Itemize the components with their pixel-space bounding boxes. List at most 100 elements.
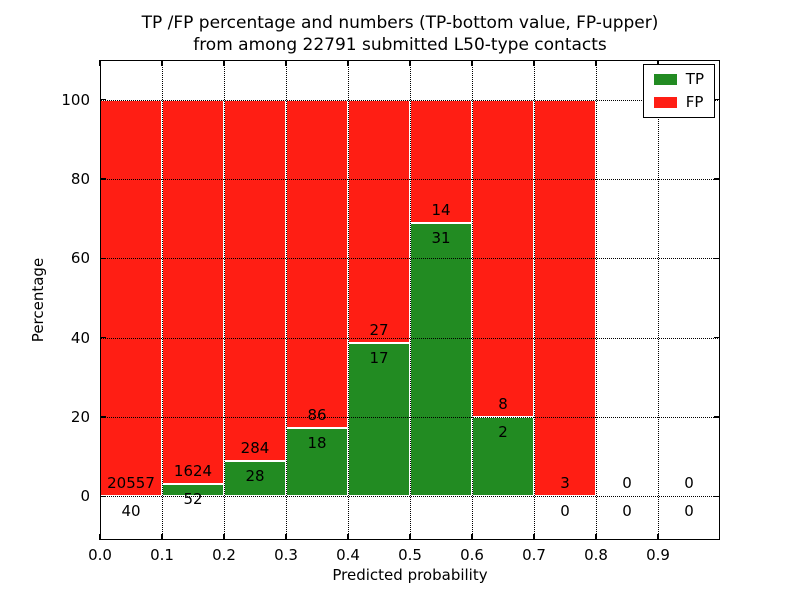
h-gridline [100,179,720,180]
y-tick-label: 0 [80,487,90,506]
x-tick-mark [223,60,225,66]
legend-item: TP [653,70,704,88]
y-tick-label: 60 [70,249,90,268]
tp-count-label: 28 [245,466,265,485]
x-tick-mark [595,60,597,66]
fp-count-label: 1624 [173,462,213,481]
v-gridline [472,60,473,540]
chart-title-line2: from among 22791 submitted L50-type cont… [193,35,607,55]
x-tick-label: 0.3 [274,546,298,564]
y-tick-mark [714,416,720,418]
x-tick-label: 0.2 [212,546,236,564]
legend-label: TP [685,70,704,88]
x-tick-mark [99,60,101,66]
y-tick-label: 100 [61,90,90,109]
y-tick-mark [100,416,106,418]
y-tick-mark [714,178,720,180]
v-gridline [596,60,597,540]
y-tick-label: 40 [70,328,90,347]
x-tick-mark [285,60,287,66]
x-tick-label: 0.5 [398,546,422,564]
x-tick-mark [533,60,535,66]
x-tick-label: 0.0 [88,546,112,564]
tp-count-label: 2 [498,423,508,442]
x-tick-mark [99,534,101,540]
x-tick-label: 0.7 [522,546,546,564]
x-tick-mark [471,534,473,540]
fp-bar-segment [534,99,596,497]
x-tick-mark [657,60,659,66]
fp-count-label: 3 [560,474,570,493]
x-tick-mark [161,534,163,540]
plot-area: 20557 40 1624 52 284 28 86 18 27 17 14 31 8 2 3 0 0 0 0 0 T… [99,60,720,540]
tp-count-label: 0 [560,502,570,521]
y-tick-mark [714,336,720,339]
fp-bar-segment [224,99,286,461]
fp-bar-segment [162,99,224,485]
legend: TP FP [642,64,715,118]
x-tick-mark [533,534,535,540]
x-tick-mark [409,534,411,540]
v-gridline [410,60,411,540]
x-tick-mark [161,60,163,66]
v-gridline [658,60,659,540]
x-tick-mark [409,60,411,66]
y-tick-mark [100,98,106,101]
chart-title: TP /FP percentage and numbers (TP-bottom… [0,12,800,56]
tp-bar-segment [224,460,286,497]
y-tick-mark [100,336,106,339]
y-tick-mark [100,495,106,498]
v-gridline [286,60,287,540]
tp-count-label: 0 [684,502,694,521]
h-gridline [100,496,720,498]
fp-count-label: 0 [684,474,694,493]
legend-label: FP [685,93,704,111]
tp-legend-swatch [653,74,677,85]
x-tick-label: 0.8 [584,546,608,564]
fp-count-label: 86 [307,405,327,424]
x-tick-mark [347,534,349,540]
y-tick-mark [100,178,106,180]
fp-count-label: 284 [240,438,270,457]
fp-bar-segment [348,99,410,344]
fp-bar-segment [472,99,534,417]
tp-count-label: 18 [307,433,327,452]
y-tick-mark [100,257,106,260]
fp-bar-segment [410,99,472,224]
y-tick-mark [714,495,720,498]
tp-count-label: 0 [622,502,632,521]
fp-bar-segment [100,99,162,496]
y-tick-mark [714,98,720,101]
x-tick-mark [347,60,349,66]
h-gridline [100,417,720,419]
y-tick-label: 20 [70,408,90,427]
h-gridline [100,258,720,260]
x-tick-label: 0.9 [646,546,670,564]
tp-bar-segment [348,343,410,497]
x-tick-label: 0.1 [150,546,174,564]
fp-bar-segment [286,99,348,428]
tp-count-label: 40 [121,501,141,520]
x-tick-mark [471,60,473,66]
y-axis-label: Percentage [29,257,47,343]
fp-count-label: 27 [369,321,389,340]
x-tick-mark [657,534,659,540]
x-tick-label: 0.6 [460,546,484,564]
v-gridline [224,60,225,540]
x-tick-label: 0.4 [336,546,360,564]
v-gridline [162,60,163,540]
x-axis-label: Predicted probability [332,566,488,584]
y-tick-label: 80 [70,170,90,188]
h-gridline [100,99,720,101]
fp-count-label: 14 [431,201,451,220]
chart-title-line1: TP /FP percentage and numbers (TP-bottom… [141,13,659,33]
tp-count-label: 17 [369,349,389,368]
tp-bar-segment [410,223,472,497]
fp-legend-swatch [653,97,677,108]
y-tick-mark [714,257,720,260]
legend-item: FP [653,93,704,111]
h-gridline [100,337,720,339]
x-tick-mark [223,534,225,540]
v-gridline [534,60,535,540]
